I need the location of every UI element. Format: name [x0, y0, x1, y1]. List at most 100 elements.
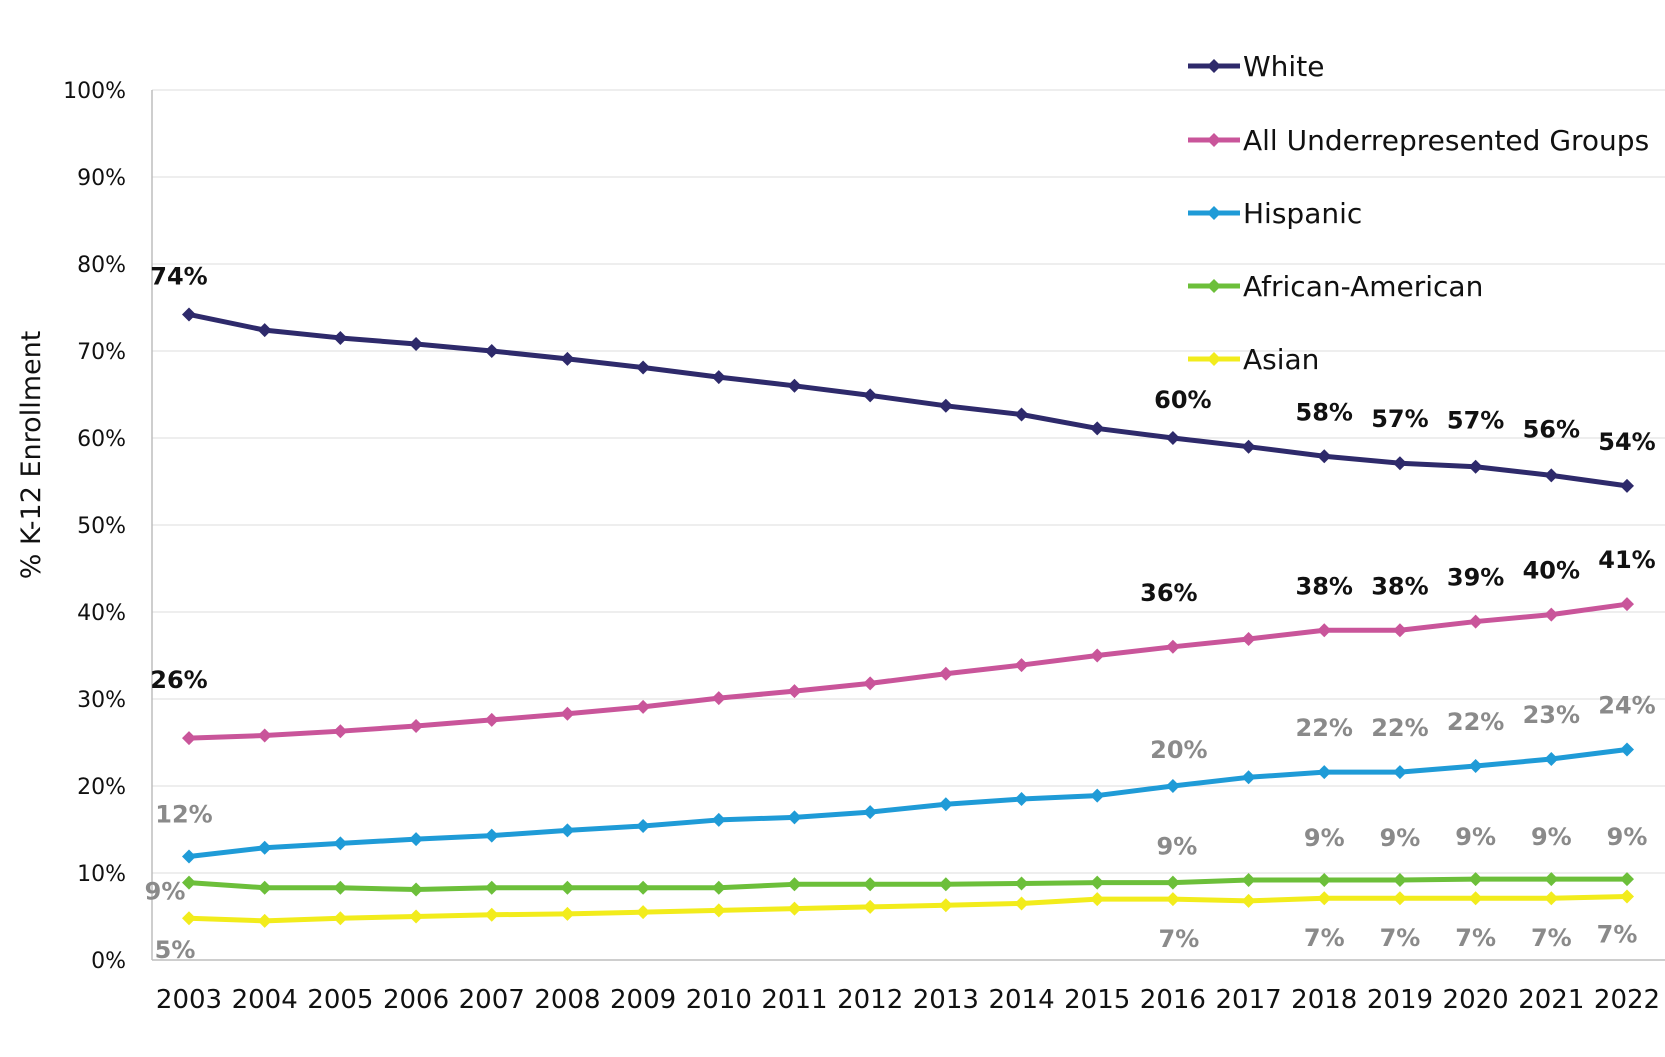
data-point [711, 370, 726, 385]
x-tick-labels: 2003 2004 2005 2006 2007 2008 2009 2010 2011 2012… [156, 985, 1660, 1015]
data-point [1317, 891, 1332, 906]
data-point [1090, 421, 1105, 436]
data-point [1241, 893, 1256, 908]
data-label: 58% [1296, 398, 1353, 426]
x-tick-label: 2007 [459, 985, 525, 1015]
data-point [1014, 407, 1029, 422]
data-point [711, 880, 726, 895]
data-label: 24% [1598, 691, 1655, 719]
legend-label: White [1243, 50, 1324, 83]
data-point [1014, 792, 1029, 807]
data-label: 7% [1597, 920, 1638, 948]
data-label: 39% [1447, 564, 1504, 592]
data-point [1468, 614, 1483, 629]
series-asian [182, 889, 1634, 928]
data-point [1468, 872, 1483, 887]
legend-label: Asian [1243, 343, 1319, 376]
y-tick-label: 30% [77, 688, 126, 713]
data-label: 57% [1371, 405, 1428, 433]
x-tick-label: 2016 [1140, 985, 1206, 1015]
data-point [863, 877, 878, 892]
data-point [1544, 891, 1559, 906]
x-tick-label: 2003 [156, 985, 222, 1015]
series-white [182, 307, 1634, 493]
data-label: 38% [1296, 572, 1353, 600]
data-point [560, 906, 575, 921]
data-point [257, 323, 272, 338]
data-label: 54% [1598, 428, 1655, 456]
data-point [409, 337, 424, 352]
data-point [938, 398, 953, 413]
y-tick-labels: 0% 10% 20% 30% 40% 50% 60% 70% 80% 90% 100% [63, 79, 126, 974]
data-label: 9% [1455, 823, 1496, 851]
data-point [1165, 431, 1180, 445]
data-point [1014, 658, 1029, 673]
data-label: 5% [155, 936, 196, 964]
data-point [787, 877, 802, 892]
data-point [1468, 891, 1483, 906]
data-point [257, 880, 272, 895]
x-tick-label: 2012 [837, 985, 903, 1015]
series-hispanic [182, 742, 1634, 864]
data-point [787, 378, 802, 393]
data-point [787, 810, 802, 825]
data-point [1317, 449, 1332, 464]
data-label: 22% [1371, 714, 1428, 742]
data-label: 7% [1531, 924, 1572, 952]
data-point [938, 877, 953, 892]
data-point [560, 823, 575, 838]
y-tick-label: 40% [77, 601, 126, 626]
data-label: 9% [1157, 833, 1198, 861]
legend-item: African-American [1188, 270, 1483, 303]
data-point [257, 728, 272, 743]
data-point [484, 344, 499, 358]
data-point [1620, 889, 1634, 904]
data-point [636, 905, 651, 920]
y-tick-label: 80% [77, 253, 126, 278]
data-point [409, 882, 424, 897]
y-tick-label: 60% [77, 427, 126, 452]
data-point [333, 330, 348, 345]
data-point [1090, 788, 1105, 803]
data-point [1468, 758, 1483, 773]
data-point [1392, 456, 1407, 471]
data-label: 56% [1523, 415, 1580, 443]
data-label: 22% [1296, 714, 1353, 742]
x-tick-label: 2015 [1064, 985, 1130, 1015]
data-point [484, 712, 499, 727]
data-point [182, 307, 196, 322]
data-point [182, 875, 196, 890]
data-point [863, 388, 878, 403]
data-point [711, 812, 726, 827]
series-line [188, 601, 1628, 741]
x-tick-label: 2022 [1594, 985, 1660, 1015]
data-label: 9% [145, 878, 186, 906]
data-point [863, 805, 878, 820]
data-point [560, 880, 575, 895]
data-point [1165, 779, 1180, 793]
data-point [560, 351, 575, 366]
data-label: 9% [1607, 823, 1648, 851]
legend-swatch-marker [1207, 279, 1221, 293]
data-point [409, 832, 424, 847]
x-tick-label: 2006 [383, 985, 449, 1015]
data-label: 74% [150, 262, 207, 290]
x-tick-label: 2021 [1518, 985, 1584, 1015]
data-point [1014, 876, 1029, 891]
data-label: 7% [1455, 924, 1496, 952]
series-line [188, 746, 1628, 859]
x-tick-label: 2009 [610, 985, 676, 1015]
data-label: 7% [1159, 925, 1200, 953]
data-label: 38% [1371, 572, 1428, 600]
data-label: 40% [1523, 557, 1580, 585]
data-point [333, 724, 348, 739]
data-point [182, 731, 196, 746]
data-point [1090, 875, 1105, 890]
data-label: 41% [1598, 546, 1655, 574]
data-point [1544, 752, 1559, 767]
legend-item: Asian [1188, 343, 1319, 376]
data-point [1544, 607, 1559, 622]
legend-label: African-American [1243, 270, 1483, 303]
data-point [1241, 631, 1256, 646]
